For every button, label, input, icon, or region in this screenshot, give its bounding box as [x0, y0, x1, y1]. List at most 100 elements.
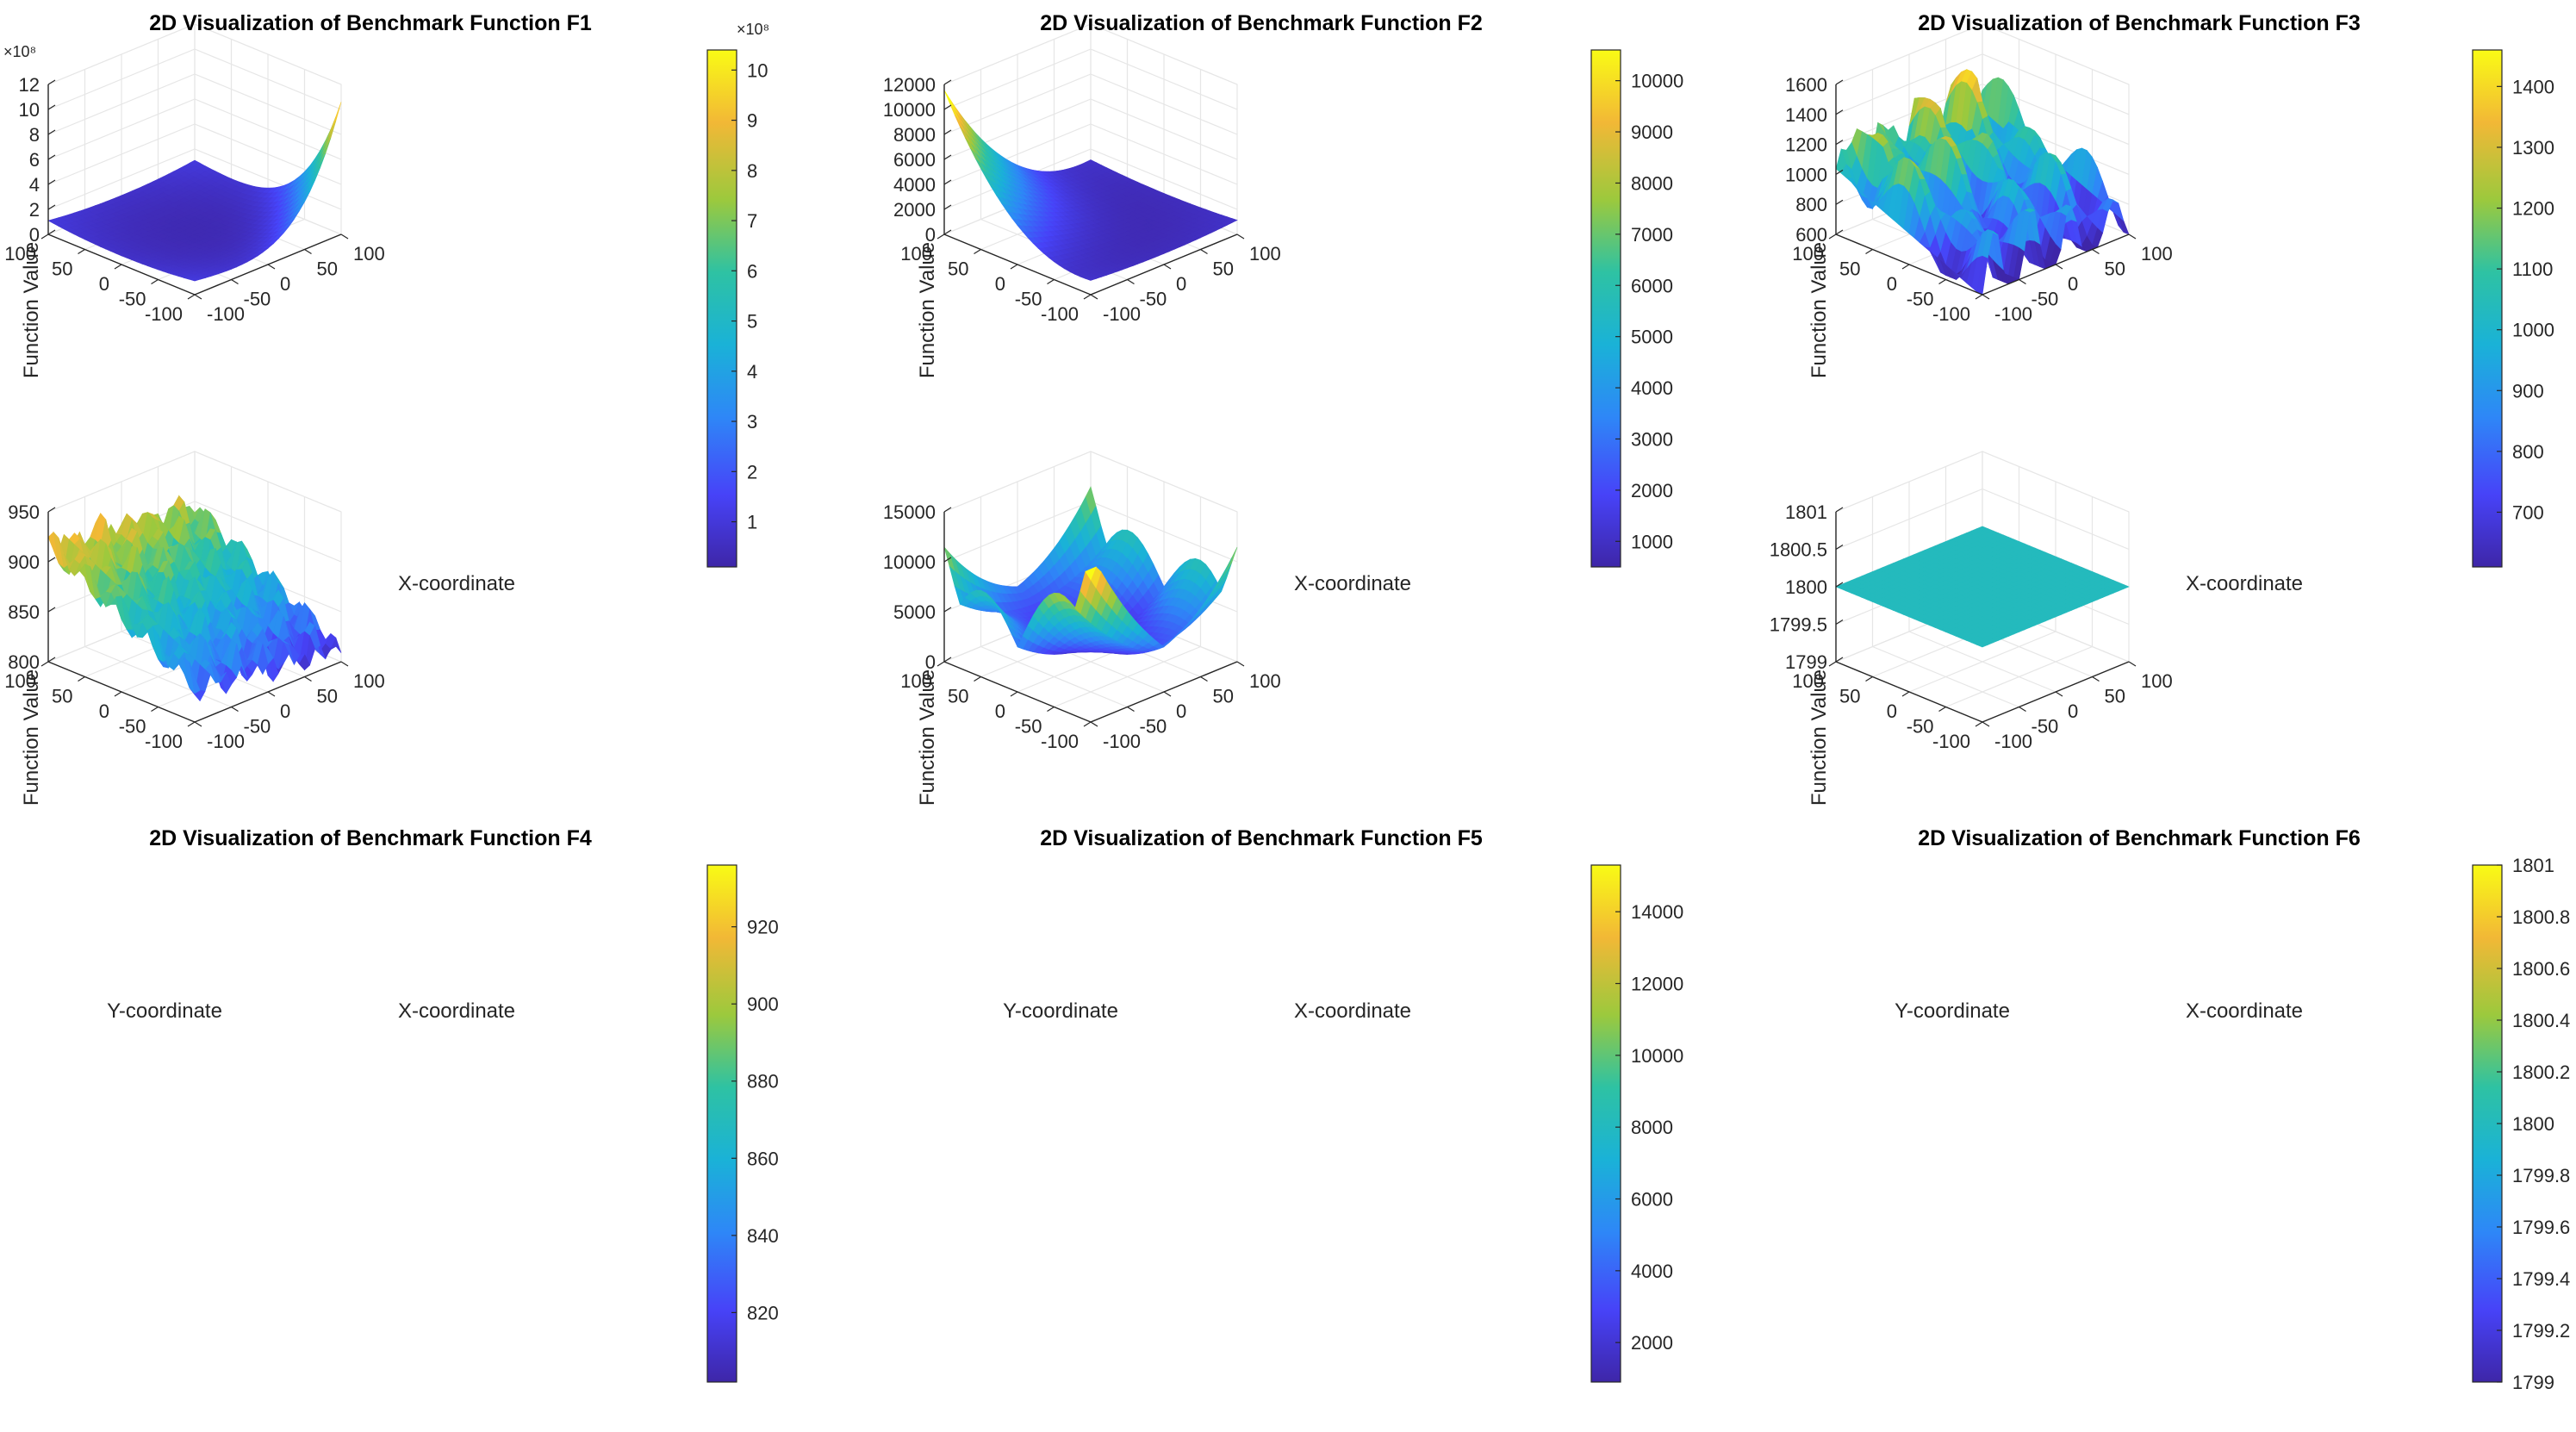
x-tick-label: 0 — [280, 273, 290, 295]
colorbar-tick-label: 900 — [2512, 380, 2544, 402]
colorbar-tick-label: 8 — [747, 160, 757, 182]
x-tick — [231, 706, 239, 713]
y-tick-label: 100 — [4, 243, 36, 265]
colorbar-tick-label: 840 — [747, 1225, 779, 1247]
z-exponent-label: ×10⁸ — [3, 43, 36, 60]
z-axis-label: Function Value — [20, 669, 43, 806]
chart-title: 2D Visualization of Benchmark Function F… — [1040, 11, 1483, 35]
colorbar-tick-label: 9000 — [1631, 121, 1673, 143]
x-tick — [2128, 233, 2137, 240]
z-grid — [943, 73, 1238, 135]
x-tick — [1982, 294, 1990, 300]
z-tick — [47, 79, 56, 85]
colorbar-tick-label: 2000 — [1631, 480, 1673, 501]
y-tick-label: 50 — [52, 258, 72, 280]
subplot-f2: -100-50050100-100-5005010002000400060008… — [883, 11, 1683, 595]
y-tick — [936, 661, 945, 667]
x-tick-label: -100 — [1994, 303, 2032, 325]
z-tick-label: 1000 — [1785, 164, 1827, 185]
x-tick — [304, 248, 312, 255]
colorbar-tick-label: 2 — [747, 461, 757, 483]
y-tick — [114, 264, 122, 270]
surface-f1 — [47, 102, 342, 282]
colorbar-tick-label: 7000 — [1631, 224, 1673, 246]
x-tick — [267, 264, 276, 270]
z-tick — [47, 229, 56, 235]
y-tick — [1865, 248, 1873, 255]
colorbar-tick-label: 800 — [2512, 441, 2544, 463]
y-tick — [151, 706, 159, 713]
y-tick — [151, 278, 159, 285]
z-tick-label: 2 — [29, 199, 40, 221]
y-tick — [1010, 691, 1018, 697]
colorbar-tick-label: 700 — [2512, 501, 2544, 523]
z-axis-label: Function Value — [916, 242, 939, 378]
chart-title: 2D Visualization of Benchmark Function F… — [149, 11, 592, 35]
colorbar-tick-label: 10000 — [1631, 1045, 1683, 1067]
x-tick-label: 0 — [1176, 273, 1186, 295]
colorbar — [1590, 49, 1621, 568]
y-tick-label: 50 — [948, 258, 968, 280]
y-tick-label: -50 — [1907, 289, 1934, 310]
x-tick — [1090, 721, 1098, 727]
x-axis-label: X-coordinate — [2186, 572, 2303, 595]
z-tick-label: 4000 — [893, 174, 936, 196]
y-tick-label: -50 — [119, 716, 146, 738]
y-tick-label: 0 — [995, 700, 1005, 722]
colorbar-tick-label: 3000 — [1631, 428, 1673, 450]
z-tick-label: 950 — [8, 501, 40, 523]
y-axis-label: Y-coordinate — [1003, 999, 1118, 1023]
y-tick — [1083, 721, 1092, 727]
x-tick — [194, 721, 202, 727]
z-tick — [47, 129, 56, 135]
x-tick-label: -50 — [1140, 289, 1167, 310]
z-tick — [47, 179, 56, 185]
y-axis-label: Y-coordinate — [107, 999, 222, 1023]
x-axis-label: X-coordinate — [1294, 572, 1411, 595]
colorbar-tick-label: 10 — [747, 59, 768, 81]
z-tick-label: 8000 — [893, 124, 936, 146]
z-tick — [47, 104, 56, 110]
x-tick-label: 100 — [2141, 243, 2173, 265]
z-tick-label: 10000 — [883, 99, 936, 121]
colorbar-tick-label: 6000 — [1631, 275, 1673, 296]
z-tick-label: 6000 — [893, 149, 936, 171]
colorbar-tick-label: 900 — [747, 993, 779, 1015]
y-tick — [1828, 233, 1837, 240]
colorbar-tick-label: 1000 — [1631, 531, 1673, 552]
z-tick-label: 800 — [1795, 194, 1827, 215]
surface-patch — [188, 277, 202, 282]
y-tick — [40, 233, 49, 240]
colorbar — [2472, 49, 2503, 568]
y-tick — [114, 691, 122, 697]
z-grid — [47, 48, 342, 110]
colorbar-tick-label: 3 — [747, 411, 757, 433]
colorbar-tick-label: 860 — [747, 1148, 779, 1169]
chart-title: 2D Visualization of Benchmark Function F… — [1040, 826, 1483, 850]
y-tick-label: -50 — [119, 289, 146, 310]
x-tick-label: -50 — [244, 289, 271, 310]
y-tick — [1047, 278, 1055, 285]
y-tick-label: 0 — [99, 273, 109, 295]
y-tick-label: 50 — [1839, 258, 1860, 280]
colorbar-tick-label: 1100 — [2512, 258, 2553, 280]
y-tick-label: 50 — [948, 686, 968, 707]
z-tick-label: 0 — [29, 224, 40, 246]
y-tick — [1938, 278, 1946, 285]
colorbar-tick-label: 5000 — [1631, 327, 1673, 348]
x-tick — [340, 661, 349, 667]
y-tick — [40, 661, 49, 667]
colorbar-tick-label: 14000 — [1631, 901, 1683, 923]
z-tick-label: 1600 — [1785, 74, 1827, 96]
y-tick-label: -50 — [1015, 289, 1042, 310]
y-tick-label: -50 — [1015, 716, 1042, 738]
colorbar-tick-label: 1300 — [2512, 137, 2554, 159]
subplot-f1: -100-50050100-100-50050100024681012×10⁸X… — [3, 11, 769, 595]
z-tick-label: 900 — [8, 551, 40, 573]
colorbar-tick-label: 9 — [747, 110, 757, 132]
colorbar-tick-label: 4000 — [1631, 377, 1673, 399]
z-tick-label: 15000 — [883, 501, 936, 523]
y-tick-label: -100 — [1041, 303, 1079, 325]
y-tick — [1047, 706, 1055, 713]
